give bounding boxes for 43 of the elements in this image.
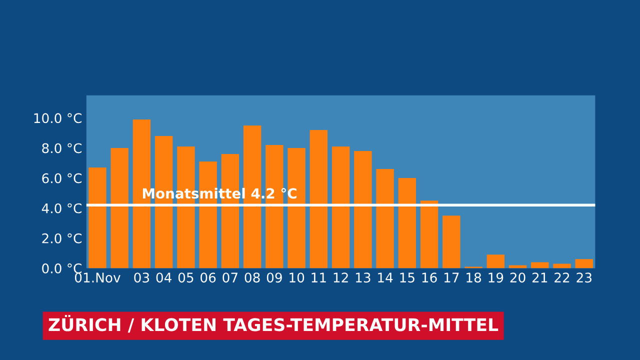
x-tick-label: 14 (378, 272, 393, 282)
x-tick-label: 03 (134, 272, 150, 283)
x-tick-label: 23 (576, 272, 592, 283)
x-tick-label: 07 (222, 272, 238, 283)
y-tick-label: 4.0 °C (42, 203, 82, 214)
bar (486, 254, 504, 268)
text: ZÜRICH / KLOTEN TAGES-TEMPERATUR-MITTEL (48, 314, 498, 333)
y-tick-label: 10.0 °C (34, 113, 82, 124)
x-tick-label: 22 (554, 272, 570, 282)
x-tick-label: 13 (356, 272, 370, 283)
y-tick-label: 0.0 °C (42, 263, 82, 274)
x-tick-label: 21 (532, 272, 548, 282)
bar (354, 150, 372, 268)
bar (575, 259, 593, 268)
x-tick-label: 08 (244, 272, 260, 283)
x-tick-label: 19 (488, 272, 504, 283)
bar (110, 148, 128, 268)
bar (310, 130, 328, 268)
bar (376, 169, 394, 268)
y-tick-label: 6.0 °C (42, 173, 82, 184)
x-tick-label: 05 (178, 272, 194, 283)
x-tick-label: 04 (156, 272, 172, 283)
bar (553, 264, 571, 268)
x-tick-label: 17 (444, 272, 459, 282)
x-tick-label: 15 (400, 272, 414, 283)
x-tick-label: 16 (422, 272, 437, 283)
bar (420, 200, 438, 268)
bar (88, 168, 106, 268)
y-tick-label: 8.0 °C (42, 143, 82, 154)
x-tick-label: 20 (510, 272, 526, 283)
x-tick-label: 12 (334, 272, 348, 282)
bar (508, 265, 527, 268)
bar (531, 262, 549, 268)
x-tick-label: 11 (312, 272, 326, 282)
bar (332, 146, 350, 268)
x-tick-label: 06 (200, 272, 216, 283)
x-tick-label: 09 (266, 272, 282, 283)
x-tick-label: 18 (466, 272, 482, 283)
x-tick-label: 01.Nov (74, 272, 120, 283)
x-tick-label: 10 (290, 272, 304, 283)
bar (442, 216, 460, 268)
bar (398, 178, 416, 268)
y-tick-label: 2.0 °C (42, 233, 82, 244)
